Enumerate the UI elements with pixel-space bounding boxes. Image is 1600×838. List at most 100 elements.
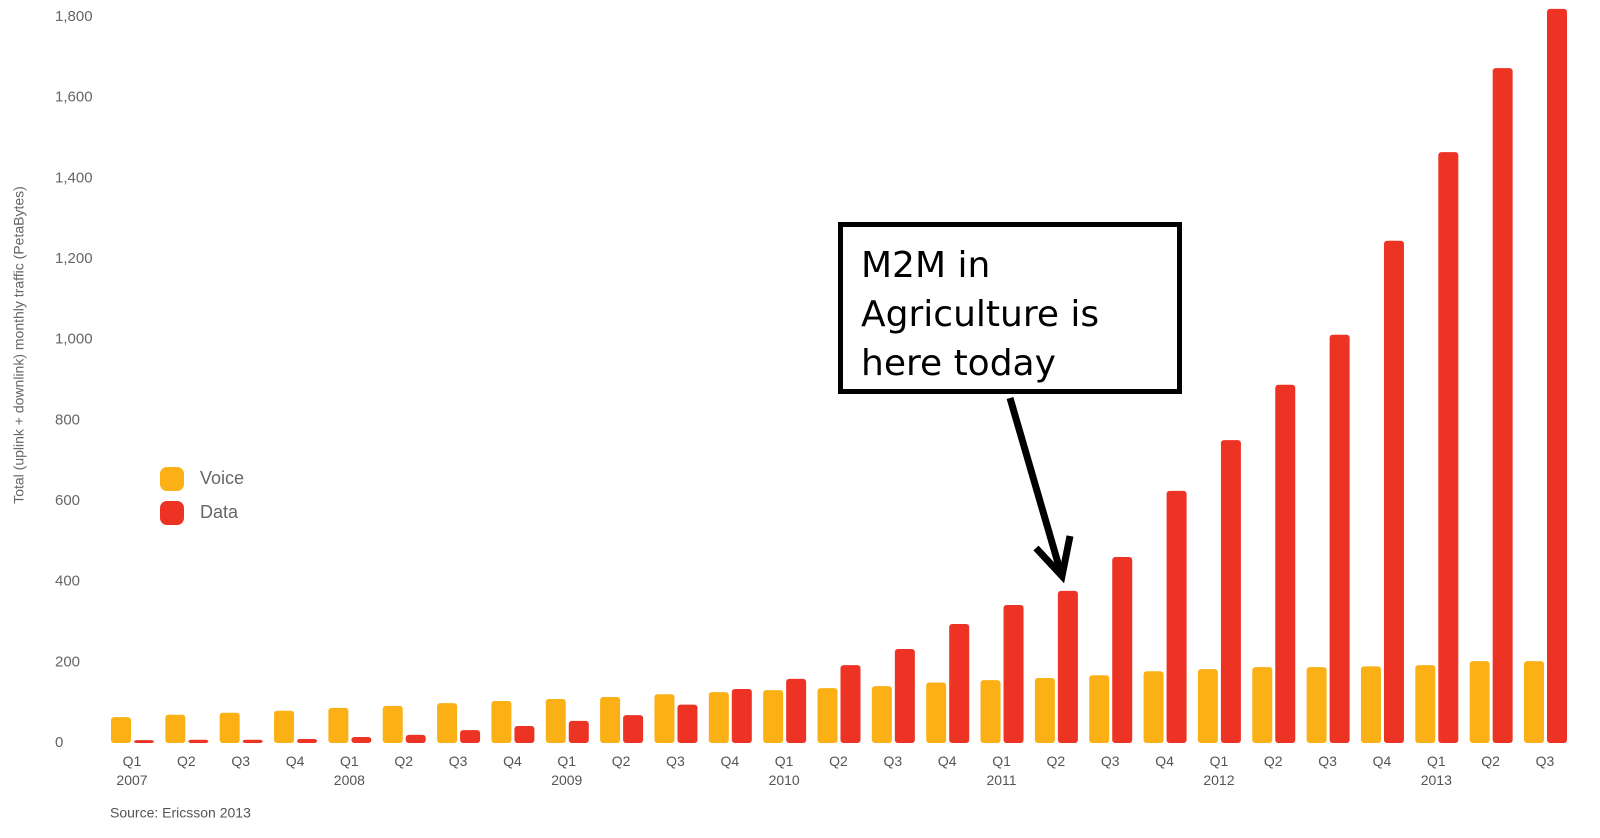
bar	[1197, 669, 1218, 743]
bar	[1360, 666, 1381, 743]
bar	[1547, 8, 1567, 744]
source: Source: Ericsson 2013	[110, 805, 251, 821]
x-tick-label: Q4	[1372, 753, 1392, 769]
bar	[980, 680, 1001, 743]
bar	[219, 712, 240, 743]
y-axis-label: Total (uplink + downlink) monthly traffi…	[11, 186, 27, 504]
x-tick-label: Q4	[285, 753, 305, 769]
bar	[1220, 440, 1241, 743]
bar	[1003, 605, 1024, 743]
bar	[1438, 152, 1459, 743]
x-tick-label: Q2	[1481, 753, 1500, 769]
x-tick-label: Q4	[503, 753, 522, 769]
y-tick-label: 0	[55, 734, 63, 751]
bar	[297, 738, 318, 743]
bar	[514, 726, 535, 743]
x-tick-label: Q3	[1100, 753, 1120, 769]
y-tick-label: 1,000	[55, 331, 93, 348]
legend-swatch	[160, 467, 184, 491]
x-tick-label: Q1 2009	[551, 753, 583, 788]
bar	[871, 686, 892, 743]
y-tick-label: 800	[55, 411, 80, 428]
bar	[1252, 667, 1273, 743]
arrow-head	[1033, 535, 1074, 584]
bar	[623, 715, 644, 743]
bar	[1143, 671, 1164, 743]
bar	[1415, 665, 1436, 743]
bar	[1329, 334, 1350, 743]
x-tick-label: Q2	[1263, 753, 1283, 769]
bar	[1057, 590, 1078, 743]
x-tick-label: Q3	[666, 753, 685, 769]
bar	[763, 690, 784, 743]
bar	[677, 704, 698, 743]
bar	[242, 739, 263, 743]
x-tick-label: Q3	[883, 753, 903, 769]
bar	[1112, 557, 1133, 743]
x-tick-label: Q2	[611, 753, 631, 769]
x-tick-label: Q2	[177, 753, 196, 769]
bar	[165, 714, 186, 743]
bar	[1089, 675, 1110, 743]
x-tick-label: Q1 2007	[116, 753, 148, 788]
x-tick-label: Q4	[720, 753, 740, 769]
bar	[817, 688, 838, 743]
x-tick-label: Q1 2010	[768, 753, 800, 788]
y-tick-label: 600	[55, 492, 80, 509]
bar	[1383, 240, 1404, 743]
bar	[545, 699, 566, 743]
legend-label: Data	[200, 502, 239, 522]
y-tick-label: 1,400	[55, 169, 93, 186]
bar	[351, 736, 372, 743]
bar	[654, 694, 675, 743]
x-tick-label: Q3	[1535, 753, 1555, 769]
bar	[731, 688, 752, 743]
x-tick-label: Q1 2008	[333, 753, 365, 788]
bar	[1166, 490, 1187, 743]
bar	[568, 720, 589, 743]
x-tick-label: Q1 2013	[1420, 753, 1452, 788]
bar	[926, 682, 947, 743]
arrow	[1006, 397, 1064, 571]
x-tick-label: Q2	[394, 753, 414, 769]
y-tick-label: 200	[55, 653, 80, 670]
legend-swatch	[160, 501, 184, 525]
x-tick-label: Q1 2012	[1203, 753, 1235, 788]
bar	[274, 710, 295, 743]
y-tick-label: 1,600	[55, 89, 93, 106]
x-tick-label: Q3	[1318, 753, 1337, 769]
y-tick-label: 1,800	[55, 8, 93, 25]
bar	[437, 703, 458, 743]
bar	[894, 649, 915, 743]
y-tick-label: 400	[55, 573, 80, 590]
x-tick-label: Q4	[1155, 753, 1174, 769]
legend-label: Voice	[200, 468, 244, 488]
bar	[405, 734, 426, 743]
bar	[134, 740, 154, 743]
bar	[949, 624, 970, 743]
bar	[786, 678, 807, 743]
bar	[1469, 661, 1490, 743]
bar	[491, 701, 512, 743]
bar	[328, 707, 349, 743]
x-tick-label: Q4	[937, 753, 957, 769]
bar	[111, 717, 131, 743]
x-tick-label: Q2	[1046, 753, 1066, 769]
bar	[188, 739, 209, 743]
bar	[382, 705, 403, 743]
annotation-box: M2M in Agriculture is here today	[838, 222, 1182, 394]
bar	[460, 730, 481, 743]
bar	[840, 665, 861, 743]
bar	[1492, 68, 1513, 744]
x-tick-label: Q2	[829, 753, 848, 769]
x-tick-label: Q3	[448, 753, 468, 769]
bar	[1034, 678, 1055, 743]
bar	[600, 697, 621, 743]
annotation: M2M in Agriculture is here today	[861, 245, 1100, 384]
bar	[1306, 667, 1327, 743]
bar	[708, 692, 729, 743]
x-tick-label: Q3	[231, 753, 251, 769]
bar	[1524, 661, 1544, 743]
